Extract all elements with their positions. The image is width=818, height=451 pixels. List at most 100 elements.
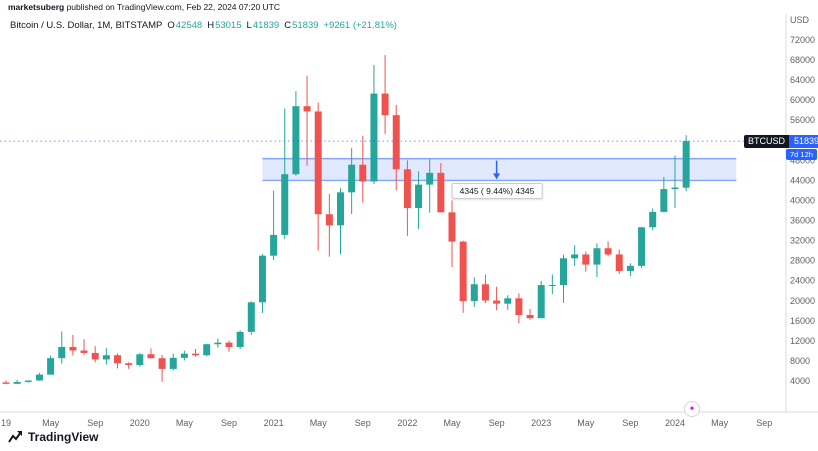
legend-high-value: 53015 bbox=[215, 20, 242, 31]
candle-body bbox=[192, 353, 200, 356]
candle-body bbox=[582, 254, 590, 265]
reaction-icon[interactable]: ✦ bbox=[684, 401, 700, 417]
legend-low: L41839 bbox=[247, 20, 280, 31]
time-tick-label[interactable]: Sep bbox=[622, 418, 638, 428]
candle-body bbox=[158, 358, 166, 369]
price-tick-label[interactable]: 12000 bbox=[790, 336, 815, 346]
candle-body bbox=[548, 285, 556, 287]
price-range-annotation[interactable]: 4345 ( 9.44%) 4345 bbox=[451, 183, 543, 199]
candle-body bbox=[203, 344, 211, 356]
legend-symbol[interactable]: Bitcoin / U.S. Dollar, 1M, BITSTAMP bbox=[10, 20, 163, 31]
price-tick-label[interactable]: 56000 bbox=[790, 115, 815, 125]
candle-body bbox=[470, 284, 478, 302]
time-tick-label[interactable]: 19 bbox=[1, 418, 11, 428]
price-tick-label[interactable]: 72000 bbox=[790, 35, 815, 45]
price-tick-label[interactable]: 64000 bbox=[790, 75, 815, 85]
legend-high-label: H bbox=[207, 20, 215, 31]
time-tick-label[interactable]: May bbox=[711, 418, 729, 428]
time-tick-label[interactable]: 2021 bbox=[264, 418, 284, 428]
candle-body bbox=[481, 284, 489, 301]
time-tick-label[interactable]: May bbox=[577, 418, 595, 428]
time-tick-label[interactable]: Sep bbox=[221, 418, 237, 428]
candle-body bbox=[671, 187, 679, 190]
candle-body bbox=[604, 248, 612, 255]
candle-body bbox=[58, 346, 66, 359]
candle-body bbox=[225, 342, 233, 348]
candle-body bbox=[325, 214, 333, 226]
candle-body bbox=[571, 254, 579, 259]
tradingview-wordmark: TradingView bbox=[28, 429, 99, 444]
candle-body bbox=[2, 382, 10, 384]
price-tick-label[interactable]: 24000 bbox=[790, 276, 815, 286]
time-tick-label[interactable]: 2022 bbox=[397, 418, 417, 428]
time-tick-label[interactable]: Sep bbox=[489, 418, 505, 428]
time-tick-label[interactable]: May bbox=[310, 418, 328, 428]
price-tick-label[interactable]: 20000 bbox=[790, 296, 815, 306]
candle-body bbox=[337, 192, 344, 226]
candle-body bbox=[593, 248, 601, 265]
time-tick-label[interactable]: May bbox=[42, 418, 60, 428]
candle-body bbox=[214, 342, 222, 345]
candle-body bbox=[381, 93, 389, 116]
time-tick-label[interactable]: Sep bbox=[355, 418, 371, 428]
candle-body bbox=[169, 357, 177, 369]
price-tick-label[interactable]: 4000 bbox=[790, 376, 810, 386]
time-tick-label[interactable]: 2023 bbox=[531, 418, 551, 428]
legend-high: H53015 bbox=[207, 20, 241, 31]
candle-body bbox=[638, 227, 646, 266]
price-tick-label[interactable]: 8000 bbox=[790, 356, 810, 366]
time-tick-label[interactable]: Sep bbox=[87, 418, 103, 428]
candle-body bbox=[515, 298, 523, 315]
attribution-text: published on TradingView.com, Feb 22, 20… bbox=[64, 2, 281, 12]
attribution-username: marketsuberg bbox=[8, 2, 65, 12]
measurement-zone[interactable] bbox=[262, 158, 737, 181]
candle-body bbox=[303, 106, 311, 112]
sparkle-glyph: ✦ bbox=[688, 404, 696, 413]
candle-body bbox=[392, 115, 400, 170]
price-tick-label[interactable]: 32000 bbox=[790, 236, 815, 246]
time-tick-label[interactable]: May bbox=[176, 418, 194, 428]
time-tick-label[interactable]: Sep bbox=[756, 418, 772, 428]
legend-low-value: 41839 bbox=[252, 20, 280, 31]
time-tick-label[interactable]: May bbox=[443, 418, 461, 428]
legend-open-label: O bbox=[167, 20, 175, 31]
candle-body bbox=[314, 111, 322, 215]
candle-body bbox=[125, 363, 133, 365]
candle-body bbox=[102, 355, 110, 360]
legend-open: O42548 bbox=[167, 20, 202, 31]
price-tick-label[interactable]: 60000 bbox=[790, 95, 815, 105]
candle-body bbox=[236, 331, 244, 348]
price-tick-label[interactable]: 48000 bbox=[790, 155, 815, 165]
price-tick-label[interactable]: 28000 bbox=[790, 256, 815, 266]
legend-low-label: L bbox=[246, 20, 252, 31]
bar-close-countdown-badge: 7d 12h bbox=[786, 149, 817, 160]
price-tick-label[interactable]: 36000 bbox=[790, 216, 815, 226]
time-tick-label[interactable]: 2024 bbox=[665, 418, 685, 428]
candle-body bbox=[35, 374, 43, 381]
price-tick-label[interactable]: 16000 bbox=[790, 316, 815, 326]
price-tick-label[interactable]: 44000 bbox=[790, 175, 815, 185]
price-tick-label[interactable]: 68000 bbox=[790, 55, 815, 65]
legend-close-value: 51839 bbox=[292, 20, 319, 31]
candle-body bbox=[292, 106, 300, 175]
last-price-badge-group[interactable]: BTCUSD 51839 bbox=[744, 135, 818, 148]
attribution-bar: marketsuberg published on TradingView.co… bbox=[8, 2, 280, 12]
time-tick-label[interactable]: 2020 bbox=[130, 418, 150, 428]
legend-open-value: 42548 bbox=[175, 20, 203, 31]
candle-body bbox=[437, 172, 445, 213]
chart-legend[interactable]: Bitcoin / U.S. Dollar, 1M, BITSTAMP O425… bbox=[10, 20, 397, 31]
tradingview-logo-icon bbox=[8, 431, 22, 443]
symbol-name-badge[interactable]: BTCUSD bbox=[744, 135, 790, 148]
price-tick-label[interactable]: 40000 bbox=[790, 195, 815, 205]
candle-body bbox=[415, 184, 423, 209]
tradingview-logo[interactable]: TradingView bbox=[8, 429, 98, 444]
candle-body bbox=[270, 234, 278, 256]
candle-body bbox=[281, 174, 289, 235]
range-arrow-head bbox=[493, 173, 501, 180]
candle-body bbox=[426, 172, 434, 185]
candle-body bbox=[660, 189, 668, 212]
last-price-badge[interactable]: 51839 bbox=[789, 135, 818, 148]
candle-body bbox=[649, 211, 657, 228]
